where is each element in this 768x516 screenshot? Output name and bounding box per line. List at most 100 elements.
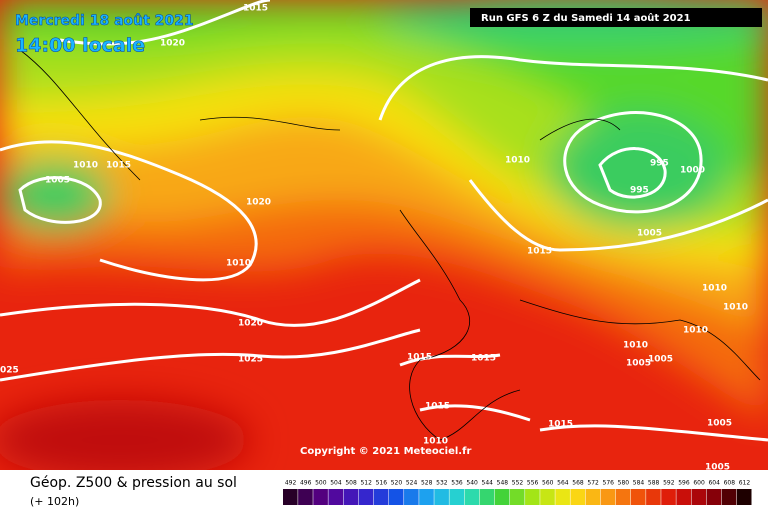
isobar-label: 1015 bbox=[407, 353, 432, 363]
isobar-label: 1010 bbox=[73, 161, 98, 171]
isobar-label: 1000 bbox=[680, 166, 705, 176]
scale-label: 572 bbox=[587, 480, 599, 487]
scale-label: 596 bbox=[678, 480, 690, 487]
scale-label: 612 bbox=[739, 480, 751, 487]
scale-label: 588 bbox=[648, 480, 660, 487]
scale-swatch bbox=[736, 489, 752, 505]
scale-label: 532 bbox=[436, 480, 448, 487]
scale-swatch bbox=[646, 489, 661, 505]
scale-swatch bbox=[479, 489, 495, 505]
copyright: Copyright © 2021 Meteociel.fr bbox=[300, 446, 471, 457]
isobar-labels: 1020 1015 1010 1015 1005 1020 1010 1020 1025 025 1… bbox=[0, 4, 748, 473]
field bbox=[0, 0, 768, 480]
scale-swatch bbox=[525, 489, 540, 505]
scale-label: 544 bbox=[482, 480, 494, 487]
scale-label: 512 bbox=[360, 480, 372, 487]
footer-lead: (+ 102h) bbox=[30, 495, 79, 508]
scale-label: 576 bbox=[603, 480, 615, 487]
scale-label: 568 bbox=[572, 480, 584, 487]
isobar-label: 995 bbox=[650, 159, 669, 169]
scale-label: 536 bbox=[451, 480, 463, 487]
scale-swatch bbox=[283, 489, 298, 505]
scale-label: 584 bbox=[633, 480, 645, 487]
scale-swatch bbox=[630, 489, 646, 505]
scale-swatch bbox=[298, 489, 313, 505]
isobar-label: 1005 bbox=[707, 419, 732, 429]
isobar-label: 025 bbox=[0, 366, 19, 376]
scale-label: 528 bbox=[421, 480, 433, 487]
isobar-label: 1005 bbox=[626, 359, 651, 369]
scale-label: 556 bbox=[527, 480, 539, 487]
scale-swatch bbox=[313, 489, 328, 505]
isobar-label: 1005 bbox=[45, 176, 70, 186]
isobar-label: 1005 bbox=[648, 355, 673, 365]
isobar-label: 1025 bbox=[238, 355, 263, 365]
scale-swatch bbox=[388, 489, 404, 505]
map-date: Mercredi 18 août 2021 bbox=[15, 13, 194, 29]
isobar-label: 1015 bbox=[548, 420, 573, 430]
coastlines bbox=[19, 49, 761, 441]
scale-label: 524 bbox=[406, 480, 418, 487]
scale-swatch bbox=[419, 489, 434, 505]
isobar-label: 1020 bbox=[238, 319, 263, 329]
isobar-label: 1015 bbox=[243, 4, 268, 14]
scale-swatch bbox=[585, 489, 601, 505]
scale-swatch bbox=[494, 489, 510, 505]
isobar-label: 1015 bbox=[527, 247, 552, 257]
scale-swatch bbox=[434, 489, 449, 505]
isobar-label: 1010 bbox=[226, 259, 251, 269]
scale-label: 500 bbox=[315, 480, 327, 487]
isobar-label: 1015 bbox=[425, 402, 450, 412]
scale-swatch bbox=[661, 489, 676, 505]
scale-swatch bbox=[509, 489, 525, 505]
isobar-label: 995 bbox=[630, 186, 649, 196]
isobar-label: 1020 bbox=[246, 198, 271, 208]
scale-swatch bbox=[373, 489, 389, 505]
isobar-label: 1010 bbox=[423, 437, 448, 447]
isobar-label: 1010 bbox=[683, 326, 708, 336]
scale-swatch bbox=[570, 489, 586, 505]
scale-label: 548 bbox=[497, 480, 509, 487]
footer-title: Géop. Z500 & pression au sol bbox=[30, 475, 237, 491]
isobar-label: 1010 bbox=[723, 303, 748, 313]
scale-label: 504 bbox=[330, 480, 342, 487]
scale-swatch bbox=[343, 489, 359, 505]
scale-label: 552 bbox=[512, 480, 524, 487]
map-time: 14:00 locale bbox=[15, 35, 145, 57]
scale-label: 604 bbox=[708, 480, 720, 487]
scale-label: 560 bbox=[542, 480, 554, 487]
scale-label: 496 bbox=[300, 480, 312, 487]
isobar-label: 1010 bbox=[505, 156, 530, 166]
scale-swatch bbox=[358, 489, 374, 505]
scale-label: 492 bbox=[285, 480, 297, 487]
scale-swatch bbox=[449, 489, 465, 505]
scale-swatch bbox=[540, 489, 555, 505]
color-scale: 492 496 500 504 508 512 516 520 524 528 532 536 540 5… bbox=[283, 480, 752, 505]
scale-swatch bbox=[600, 489, 616, 505]
scale-swatch bbox=[464, 489, 480, 505]
scale-swatch bbox=[676, 489, 691, 505]
scale-label: 592 bbox=[663, 480, 675, 487]
scale-swatch bbox=[706, 489, 722, 505]
isobar-label: 1020 bbox=[160, 39, 185, 49]
scale-label: 600 bbox=[693, 480, 705, 487]
scale-swatch bbox=[555, 489, 570, 505]
scale-swatch bbox=[615, 489, 631, 505]
isobar-label: 1015 bbox=[106, 161, 131, 171]
scale-label: 516 bbox=[376, 480, 388, 487]
isobar-label: 1015 bbox=[471, 354, 496, 364]
scale-label: 508 bbox=[345, 480, 357, 487]
scale-label: 564 bbox=[557, 480, 569, 487]
scale-swatch bbox=[721, 489, 737, 505]
run-box bbox=[470, 8, 762, 27]
run-label: Run GFS 6 Z du Samedi 14 août 2021 bbox=[481, 12, 691, 24]
isobar-label: 1010 bbox=[702, 284, 727, 294]
isobar-label: 1005 bbox=[637, 229, 662, 239]
scale-label: 580 bbox=[618, 480, 630, 487]
scale-swatch bbox=[404, 489, 419, 505]
scale-label: 520 bbox=[391, 480, 403, 487]
isobar-label: 1010 bbox=[623, 341, 648, 351]
scale-label: 540 bbox=[466, 480, 478, 487]
